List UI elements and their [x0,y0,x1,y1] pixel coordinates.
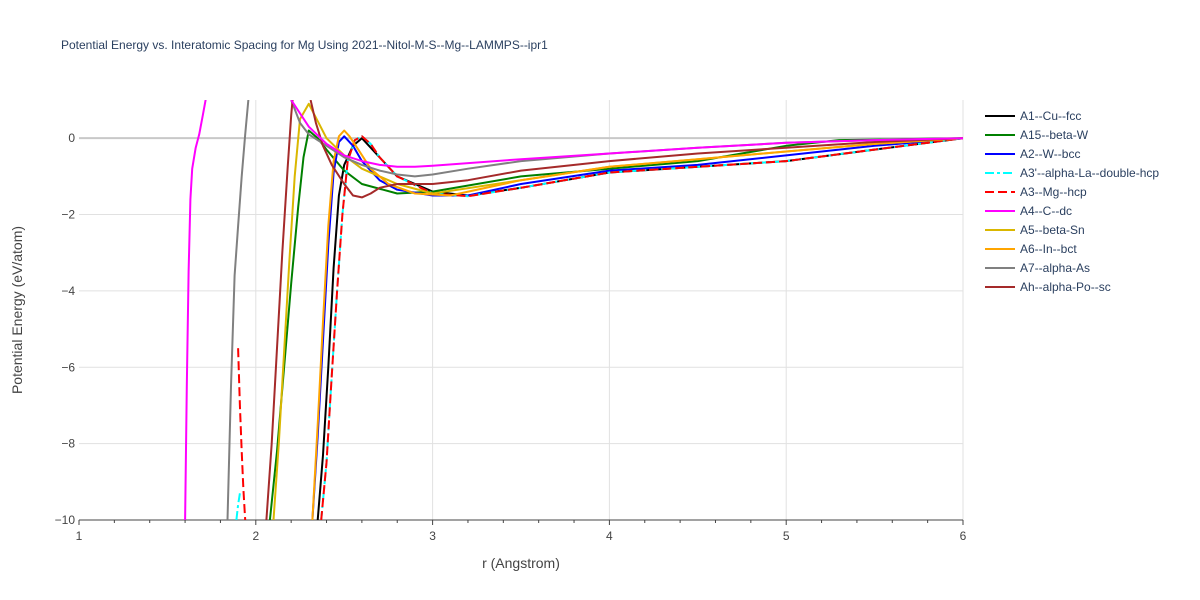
legend-swatch [985,152,1015,155]
series-line [316,137,963,520]
x-tick-label: 5 [783,529,790,543]
legend-swatch [985,285,1015,288]
series-line [268,129,963,520]
legend-swatch [985,247,1015,250]
series-line [309,100,963,199]
legend-item[interactable]: A3'--alpha-La--double-hcp [985,163,1159,182]
legend-item[interactable]: A6--In--bct [985,239,1159,258]
series-line [311,129,963,520]
legend-swatch [985,266,1015,269]
legend-swatch [985,133,1015,136]
x-tick-label: 4 [606,529,613,543]
legend-swatch [985,114,1015,117]
series-line [184,100,207,520]
legend-item[interactable]: A15--beta-W [985,125,1159,144]
grid-lines [78,100,964,525]
series-line [226,100,250,520]
legend-label: A6--In--bct [1020,241,1077,256]
legend-label: A15--beta-W [1020,127,1089,142]
legend-label: A5--beta-Sn [1020,222,1085,237]
series-line [311,135,963,520]
legend-swatch [985,228,1015,231]
legend-swatch [985,209,1015,212]
tick-labels: 1 2 3 4 5 6 −10 −8 −6 −4 −2 0 [55,131,967,543]
y-tick-label: −10 [55,513,76,527]
legend: A1--Cu--fcc A15--beta-W A2--W--bcc A3'--alp… [985,106,1159,296]
y-tick-label: −8 [61,437,75,451]
y-tick-label: −6 [61,360,75,374]
y-tick-label: 0 [68,131,75,145]
legend-item[interactable]: A1--Cu--fcc [985,106,1159,125]
x-tick-label: 6 [960,529,967,543]
series-line [290,100,963,168]
legend-item[interactable]: Ah--alpha-Po--sc [985,277,1159,296]
legend-swatch [985,171,1015,174]
series-line [235,493,241,520]
y-axis-title: Potential Energy (eV/atom) [9,226,25,394]
legend-label: A1--Cu--fcc [1020,108,1082,123]
series-line [237,348,247,520]
x-tick-label: 2 [252,529,259,543]
legend-label: A2--W--bcc [1020,146,1081,161]
legend-swatch [985,190,1015,193]
legend-item[interactable]: A2--W--bcc [985,144,1159,163]
series-lines [184,100,963,520]
legend-label: A3--Mg--hcp [1020,184,1087,199]
x-tick-label: 3 [429,529,436,543]
chart-title: Potential Energy vs. Interatomic Spacing… [61,38,548,52]
x-axis-title: r (Angstrom) [482,555,560,571]
legend-label: A4--C--dc [1020,203,1073,218]
legend-label: Ah--alpha-Po--sc [1020,279,1111,294]
legend-label: A3'--alpha-La--double-hcp [1020,165,1160,180]
series-line [265,100,294,520]
series-line [320,135,963,520]
x-tick-label: 1 [76,529,83,543]
legend-item[interactable]: A3--Mg--hcp [985,182,1159,201]
legend-item[interactable]: A4--C--dc [985,201,1159,220]
y-tick-label: −2 [61,208,75,222]
y-tick-label: −4 [61,284,75,298]
legend-item[interactable]: A7--alpha-As [985,258,1159,277]
legend-item[interactable]: A5--beta-Sn [985,220,1159,239]
legend-label: A7--alpha-As [1020,260,1091,275]
